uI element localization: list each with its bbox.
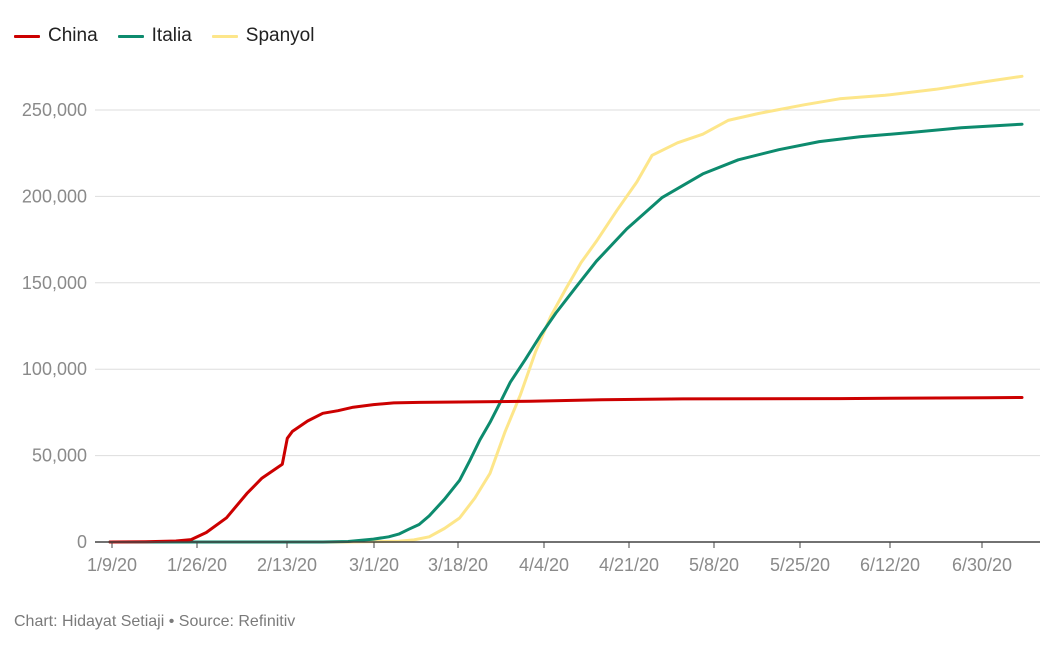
legend-label: China xyxy=(48,25,98,46)
axes: 0 50,000 100,000 150,000 200,000 250,000 1/9/2… xyxy=(22,100,1040,575)
y-tick-label: 0 xyxy=(77,532,87,552)
x-tick-label: 6/30/20 xyxy=(952,555,1012,575)
y-tick-label: 100,000 xyxy=(22,359,87,379)
y-tick-label: 200,000 xyxy=(22,186,87,206)
x-tick-label: 1/9/20 xyxy=(87,555,137,575)
x-tick-label: 2/13/20 xyxy=(257,555,317,575)
y-tick-label: 50,000 xyxy=(32,446,87,466)
x-tick-label: 1/26/20 xyxy=(167,555,227,575)
x-tick-label: 3/18/20 xyxy=(428,555,488,575)
series-line-spanyol xyxy=(108,74,1024,544)
legend-swatch xyxy=(14,34,40,38)
legend-item-italia: Italia xyxy=(117,25,192,47)
legend-swatch xyxy=(117,34,144,38)
x-tick-label: 4/4/20 xyxy=(519,555,569,575)
legend-item-china: China xyxy=(14,25,98,47)
gridlines xyxy=(95,109,1040,457)
x-tick-label: 5/8/20 xyxy=(689,555,739,575)
y-tick-label: 150,000 xyxy=(22,273,87,293)
x-tick-label: 6/12/20 xyxy=(860,555,920,575)
legend-swatch xyxy=(211,34,238,38)
chart-credit: Chart: Hidayat Setiaji • Source: Refinit… xyxy=(14,613,296,630)
series-lines xyxy=(108,74,1024,544)
y-tick-label: 250,000 xyxy=(22,100,87,120)
x-tick-label: 5/25/20 xyxy=(770,555,830,575)
legend-item-spanyol: Spanyol xyxy=(211,25,315,47)
chart-legend: China Italia Spanyol xyxy=(14,22,334,50)
x-tick-label: 3/1/20 xyxy=(349,555,399,575)
series-line-italia xyxy=(108,122,1024,544)
legend-label: Italia xyxy=(151,25,192,46)
x-tick-label: 4/21/20 xyxy=(599,555,659,575)
series-line-china xyxy=(108,396,1024,544)
legend-label: Spanyol xyxy=(245,25,315,46)
